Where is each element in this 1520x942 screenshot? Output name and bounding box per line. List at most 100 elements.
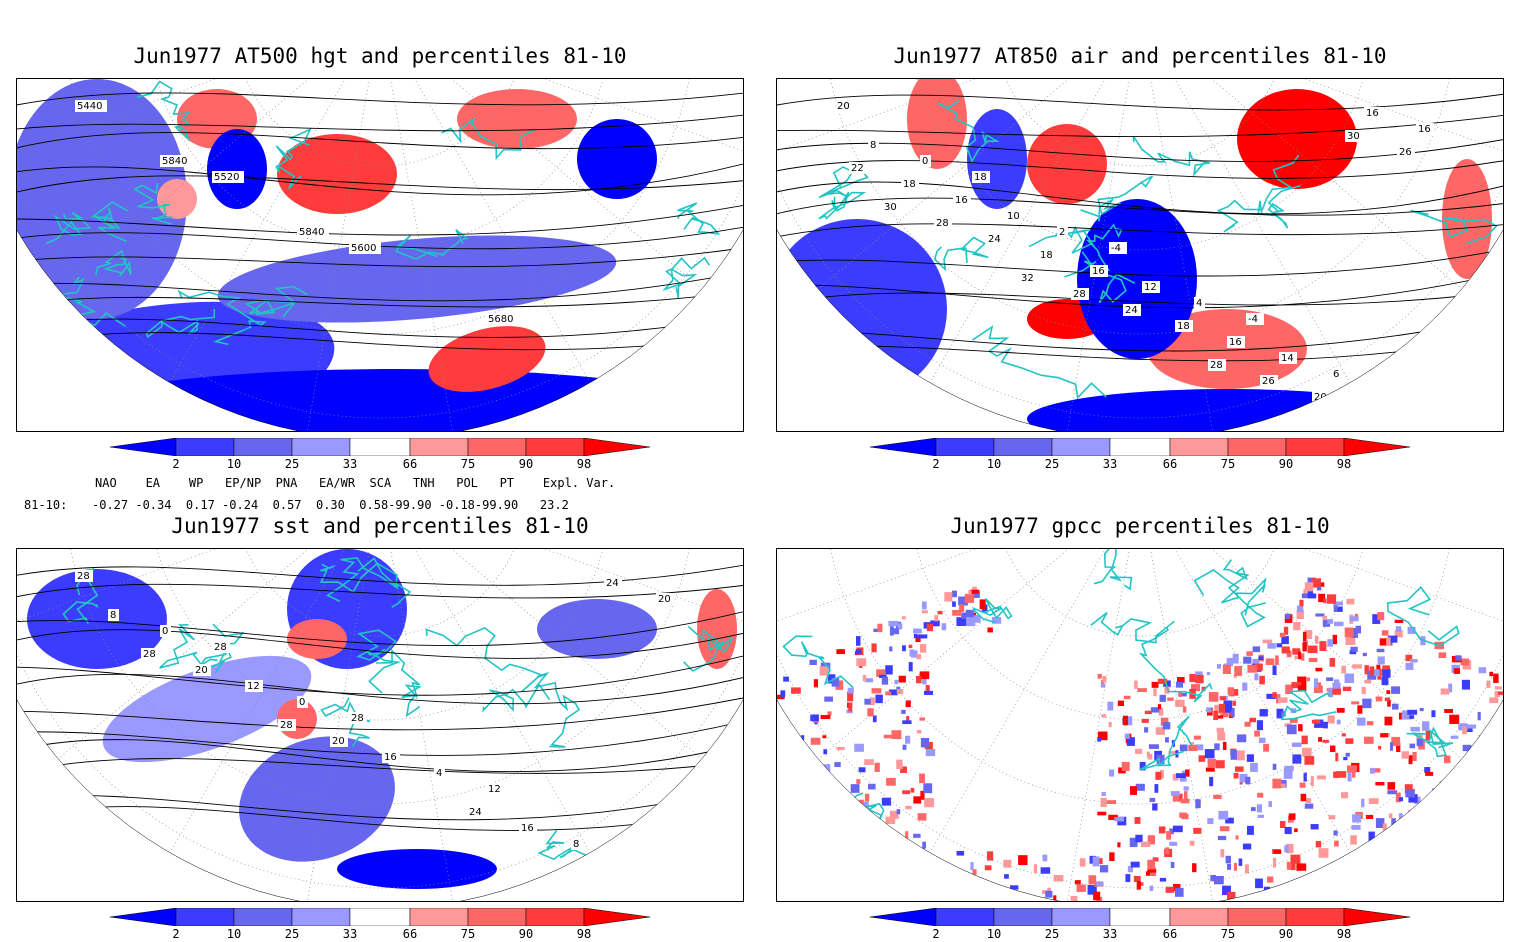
precip-pixel: [1158, 704, 1161, 709]
precip-pixel: [1155, 772, 1161, 780]
precip-pixel: [1312, 578, 1321, 587]
colorbar-tick-label: 66: [1163, 927, 1177, 941]
precip-pixel: [1392, 704, 1398, 710]
precip-pixel: [1280, 633, 1286, 637]
precip-pixel: [1251, 807, 1256, 811]
precip-pixel: [1312, 720, 1320, 724]
colorbar-tick-label: 75: [1221, 457, 1235, 471]
precip-pixel: [1334, 841, 1339, 847]
contour-label: 28: [280, 720, 293, 731]
precip-pixel: [1298, 724, 1303, 731]
precip-pixel: [1334, 679, 1339, 683]
precip-pixel: [1180, 778, 1187, 782]
precip-pixel: [1432, 788, 1436, 795]
precip-pixel: [1217, 664, 1221, 669]
precip-pixel: [1223, 665, 1231, 674]
precip-pixel: [864, 699, 870, 705]
precip-pixel: [896, 760, 902, 769]
precip-pixel: [1369, 666, 1374, 675]
precip-pixel: [1228, 687, 1234, 695]
anomaly-shading: [287, 619, 347, 659]
precip-pixel: [1293, 622, 1300, 630]
precip-pixel: [1410, 659, 1418, 662]
precip-pixel: [1096, 882, 1104, 886]
precip-pixel: [1422, 721, 1429, 730]
precip-pixel: [952, 591, 957, 598]
precip-pixel: [1109, 722, 1112, 727]
colorbar-tick-label: 98: [577, 927, 591, 941]
precip-pixel: [1444, 756, 1451, 764]
precip-pixel: [1234, 666, 1242, 676]
colorbar-tick-label: 90: [519, 927, 533, 941]
contour-label: 20: [837, 101, 850, 112]
precip-pixel: [972, 869, 976, 875]
colorbar-swatch: [1228, 908, 1286, 926]
precip-pixel: [1272, 665, 1276, 675]
colorbar-tick-label: 98: [1337, 457, 1351, 471]
colorbar-tick-label: 66: [1163, 457, 1177, 471]
contour-label: 0: [162, 626, 168, 637]
colorbar-swatch: [110, 438, 176, 456]
precip-pixel: [1405, 663, 1413, 670]
contour-label: 20: [195, 665, 208, 676]
contour-label: 5600: [351, 243, 376, 254]
indices-header: NAO EA WP EP/NP PNA EA/WR SCA TNH POL PT…: [95, 476, 615, 490]
precip-pixel: [1272, 779, 1281, 789]
precip-pixel: [1260, 709, 1268, 716]
precip-pixel: [1102, 676, 1106, 683]
colorbar-tick-label: 10: [227, 457, 241, 471]
contour-label: 28: [77, 571, 90, 582]
precip-pixel: [886, 778, 896, 786]
precip-pixel: [1166, 887, 1175, 893]
precip-pixel: [987, 627, 992, 632]
precip-pixel: [1207, 818, 1213, 824]
precip-pixel: [1375, 782, 1384, 785]
precip-pixel: [1193, 828, 1201, 834]
precip-pixel: [865, 794, 869, 802]
precip-pixel: [905, 806, 911, 809]
precip-pixel: [1195, 799, 1200, 808]
contour-label: 16: [1092, 266, 1105, 277]
precip-pixel: [1239, 858, 1243, 865]
precip-pixel: [1118, 701, 1124, 706]
precip-pixel: [1243, 844, 1251, 850]
colorbar-tick-label: 2: [172, 457, 179, 471]
precip-pixel: [1391, 686, 1400, 694]
precip-pixel: [1176, 682, 1183, 688]
precip-pixel: [1045, 891, 1052, 898]
precip-pixel: [1345, 673, 1354, 682]
colorbar-tick-label: 10: [987, 457, 1001, 471]
precip-pixel: [814, 679, 818, 687]
precip-pixel: [906, 700, 911, 707]
precip-pixel: [893, 628, 899, 634]
precip-pixel: [1071, 896, 1078, 901]
precip-pixel: [888, 621, 898, 626]
precip-pixel: [1327, 619, 1333, 624]
precip-pixel: [1100, 865, 1108, 872]
precip-pixel: [863, 675, 866, 681]
precip-pixel: [1305, 582, 1313, 591]
colorbar-swatch: [1052, 438, 1110, 456]
precip-pixel: [1093, 892, 1100, 901]
precip-pixel: [1315, 668, 1322, 672]
precip-pixel: [1330, 658, 1336, 667]
precip-pixel: [1267, 876, 1273, 882]
precip-pixel: [1322, 616, 1327, 620]
precip-pixel: [1412, 752, 1416, 761]
colorbar-swatch: [1170, 908, 1228, 926]
precip-pixel: [1237, 750, 1245, 760]
anomaly-shading: [1237, 89, 1357, 189]
precip-pixel: [1234, 863, 1237, 871]
precip-pixel: [919, 774, 925, 784]
precip-pixel: [897, 689, 904, 694]
precip-pixel: [1107, 702, 1113, 711]
precip-pixel: [1341, 666, 1346, 674]
precip-pixel: [885, 665, 892, 674]
precip-pixel: [1315, 636, 1319, 644]
colorbar-tick-label: 33: [343, 927, 357, 941]
precip-pixel: [1233, 701, 1236, 706]
precip-pixel: [1410, 727, 1420, 732]
contour-label: 12: [247, 681, 260, 692]
precip-pixel: [1337, 708, 1345, 713]
precip-pixel: [1175, 888, 1184, 897]
